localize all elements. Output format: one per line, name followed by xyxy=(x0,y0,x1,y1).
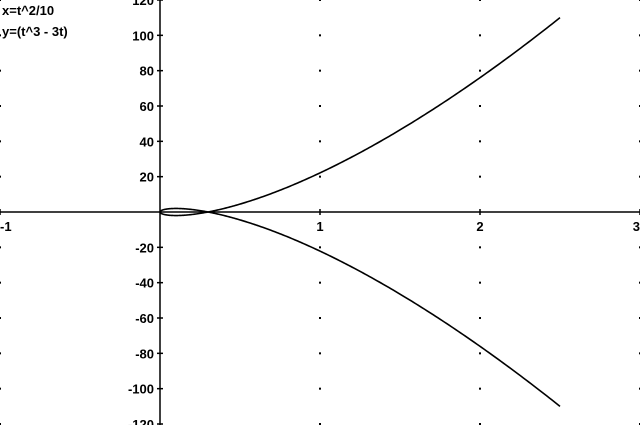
y-tick-label: -60 xyxy=(135,311,154,326)
x-tick-label: 3 xyxy=(633,219,640,234)
y-equation-label: y=(t^3 - 3t) xyxy=(2,24,68,39)
grid-dot xyxy=(479,317,481,320)
grid-dot xyxy=(0,140,1,143)
grid-dot xyxy=(479,423,481,425)
grid-dot xyxy=(479,34,481,37)
y-tick-label: 60 xyxy=(140,99,154,114)
y-tick-label: -100 xyxy=(128,382,154,397)
grid-dot xyxy=(319,69,321,72)
grid-dot xyxy=(479,0,481,1)
grid-dot xyxy=(319,352,321,355)
y-tick-label: -80 xyxy=(135,346,154,361)
grid-dot xyxy=(0,317,1,320)
grid-dot xyxy=(479,352,481,355)
y-tick-label: 40 xyxy=(140,134,154,149)
grid-dot xyxy=(0,423,1,425)
grid-dot xyxy=(0,0,1,1)
grid-dot xyxy=(319,104,321,107)
y-tick-label: -120 xyxy=(128,417,154,425)
grid-dot xyxy=(0,69,1,72)
y-tick-label: -40 xyxy=(135,276,154,291)
grid-dot xyxy=(479,246,481,249)
grid-dot xyxy=(479,140,481,143)
y-tick-label: 120 xyxy=(132,0,154,8)
grid-dot xyxy=(479,175,481,178)
grid-dot xyxy=(319,423,321,425)
grid-dot xyxy=(0,175,1,178)
grid-dot xyxy=(0,104,1,107)
grid-dot xyxy=(0,34,1,37)
grid-dot xyxy=(0,387,1,390)
grid-dot xyxy=(319,246,321,249)
y-tick-label: -20 xyxy=(135,240,154,255)
grid-dot xyxy=(0,246,1,249)
grid-dot xyxy=(479,69,481,72)
grid-dot xyxy=(0,281,1,284)
grid-dot xyxy=(319,317,321,320)
x-tick-label: -1 xyxy=(0,219,12,234)
x-tick-label: 2 xyxy=(476,219,483,234)
grid-dot xyxy=(479,387,481,390)
grid-dot xyxy=(319,140,321,143)
grid-dot xyxy=(319,175,321,178)
grid-dot xyxy=(0,352,1,355)
parametric-curve xyxy=(159,17,561,407)
grid-dot xyxy=(319,281,321,284)
y-tick-label: 20 xyxy=(140,170,154,185)
grid-dot xyxy=(319,34,321,37)
grid-dot xyxy=(319,387,321,390)
x-tick-label: 1 xyxy=(316,219,323,234)
y-tick-label: 100 xyxy=(132,28,154,43)
grid-dot xyxy=(479,281,481,284)
x-equation-label: x=t^2/10 xyxy=(2,3,54,18)
grid-dot xyxy=(319,0,321,1)
grid-dot xyxy=(479,104,481,107)
y-tick-label: 80 xyxy=(140,64,154,79)
